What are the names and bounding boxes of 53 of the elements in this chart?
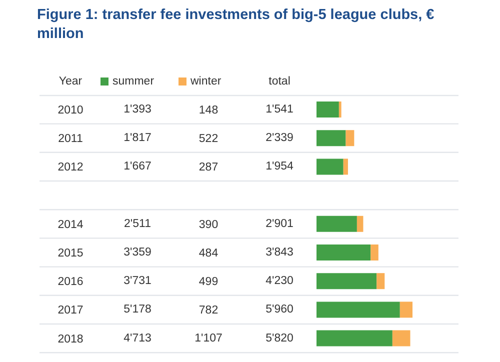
total-label: 1'541: [266, 104, 294, 116]
data-label: 484: [198, 248, 219, 260]
bar: [376, 273, 385, 290]
legend-label: summer: [112, 76, 154, 88]
data-label: 522: [198, 133, 218, 146]
text: total: [268, 76, 290, 88]
total-label: 4'230: [266, 275, 294, 288]
y-tick-label: 2014: [58, 218, 84, 231]
bar: [316, 130, 346, 146]
bar: [343, 158, 348, 175]
total-label: 3'843: [266, 246, 294, 258]
bar: [316, 158, 344, 175]
y-tick-label: 2011: [58, 133, 83, 146]
bar: [370, 244, 378, 260]
total-label: 5'820: [266, 332, 294, 344]
data-label: 782: [198, 304, 218, 317]
data-label: 148: [198, 104, 218, 116]
data-label: 4'713: [124, 332, 152, 344]
y-tick-label: 2017: [58, 304, 84, 317]
data-label: 1'817: [124, 132, 152, 144]
y-tick-label: 2010: [58, 104, 84, 116]
data-label: 390: [198, 218, 218, 231]
data-label: 499: [198, 276, 218, 288]
total-label: 2'901: [266, 218, 294, 230]
bar: [392, 330, 410, 346]
total-label: 5'960: [266, 304, 294, 316]
bar: [316, 330, 392, 346]
data-label: 287: [198, 162, 218, 174]
y-tick-label: 2012: [58, 162, 84, 174]
chart-title: Figure 1: transfer fee investments of big-5 league clubs, € million: [37, 6, 436, 44]
data-label: 1'393: [124, 104, 152, 116]
bar: [316, 302, 400, 318]
bar: [356, 216, 364, 232]
bar: [400, 302, 412, 318]
y-tick-label: 2016: [58, 276, 84, 288]
y-axis-title: Year: [58, 76, 82, 88]
data-label: 5'178: [124, 304, 152, 316]
bar: [338, 102, 342, 118]
total-label: 1'954: [266, 160, 294, 173]
bar: [316, 273, 377, 290]
y-tick-label: 2018: [58, 333, 84, 346]
data-label: 1'107: [194, 332, 222, 344]
bar: [316, 244, 371, 260]
data-label: 2'511: [124, 218, 151, 230]
data-label: 3'731: [124, 275, 152, 288]
bar: [316, 216, 357, 232]
bar: [316, 102, 339, 118]
total-label: 2'339: [266, 132, 294, 144]
y-tick-label: 2015: [58, 248, 84, 260]
legend-label: winter: [190, 76, 222, 88]
data-label: 3'359: [124, 246, 152, 258]
bar: [346, 130, 354, 146]
data-label: 1'667: [124, 160, 152, 173]
